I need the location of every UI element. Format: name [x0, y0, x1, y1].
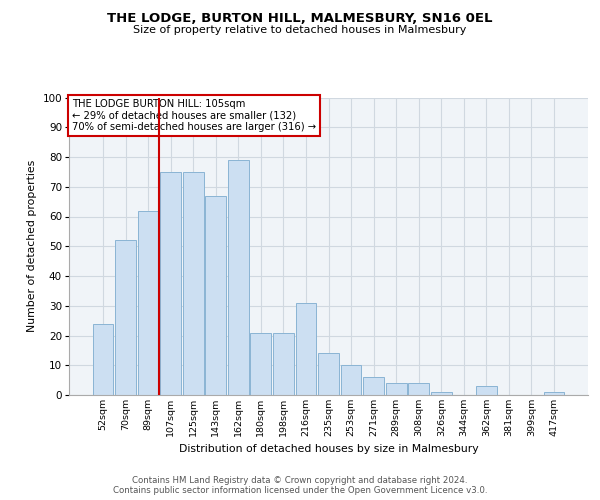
Bar — [250, 332, 271, 395]
Bar — [137, 210, 158, 395]
Bar — [160, 172, 181, 395]
Text: Contains HM Land Registry data © Crown copyright and database right 2024.
Contai: Contains HM Land Registry data © Crown c… — [113, 476, 487, 495]
Bar — [476, 386, 497, 395]
Bar — [409, 383, 429, 395]
Bar — [273, 332, 294, 395]
Text: THE LODGE, BURTON HILL, MALMESBURY, SN16 0EL: THE LODGE, BURTON HILL, MALMESBURY, SN16… — [107, 12, 493, 26]
Bar — [228, 160, 248, 395]
Bar — [183, 172, 203, 395]
Bar — [544, 392, 565, 395]
Bar — [296, 303, 316, 395]
Bar — [115, 240, 136, 395]
Bar — [431, 392, 452, 395]
Bar — [92, 324, 113, 395]
Text: THE LODGE BURTON HILL: 105sqm
← 29% of detached houses are smaller (132)
70% of : THE LODGE BURTON HILL: 105sqm ← 29% of d… — [71, 99, 316, 132]
Bar — [341, 365, 361, 395]
Bar — [363, 377, 384, 395]
Bar — [318, 354, 339, 395]
Text: Size of property relative to detached houses in Malmesbury: Size of property relative to detached ho… — [133, 25, 467, 35]
Bar — [205, 196, 226, 395]
Y-axis label: Number of detached properties: Number of detached properties — [27, 160, 37, 332]
Bar — [386, 383, 407, 395]
X-axis label: Distribution of detached houses by size in Malmesbury: Distribution of detached houses by size … — [179, 444, 478, 454]
